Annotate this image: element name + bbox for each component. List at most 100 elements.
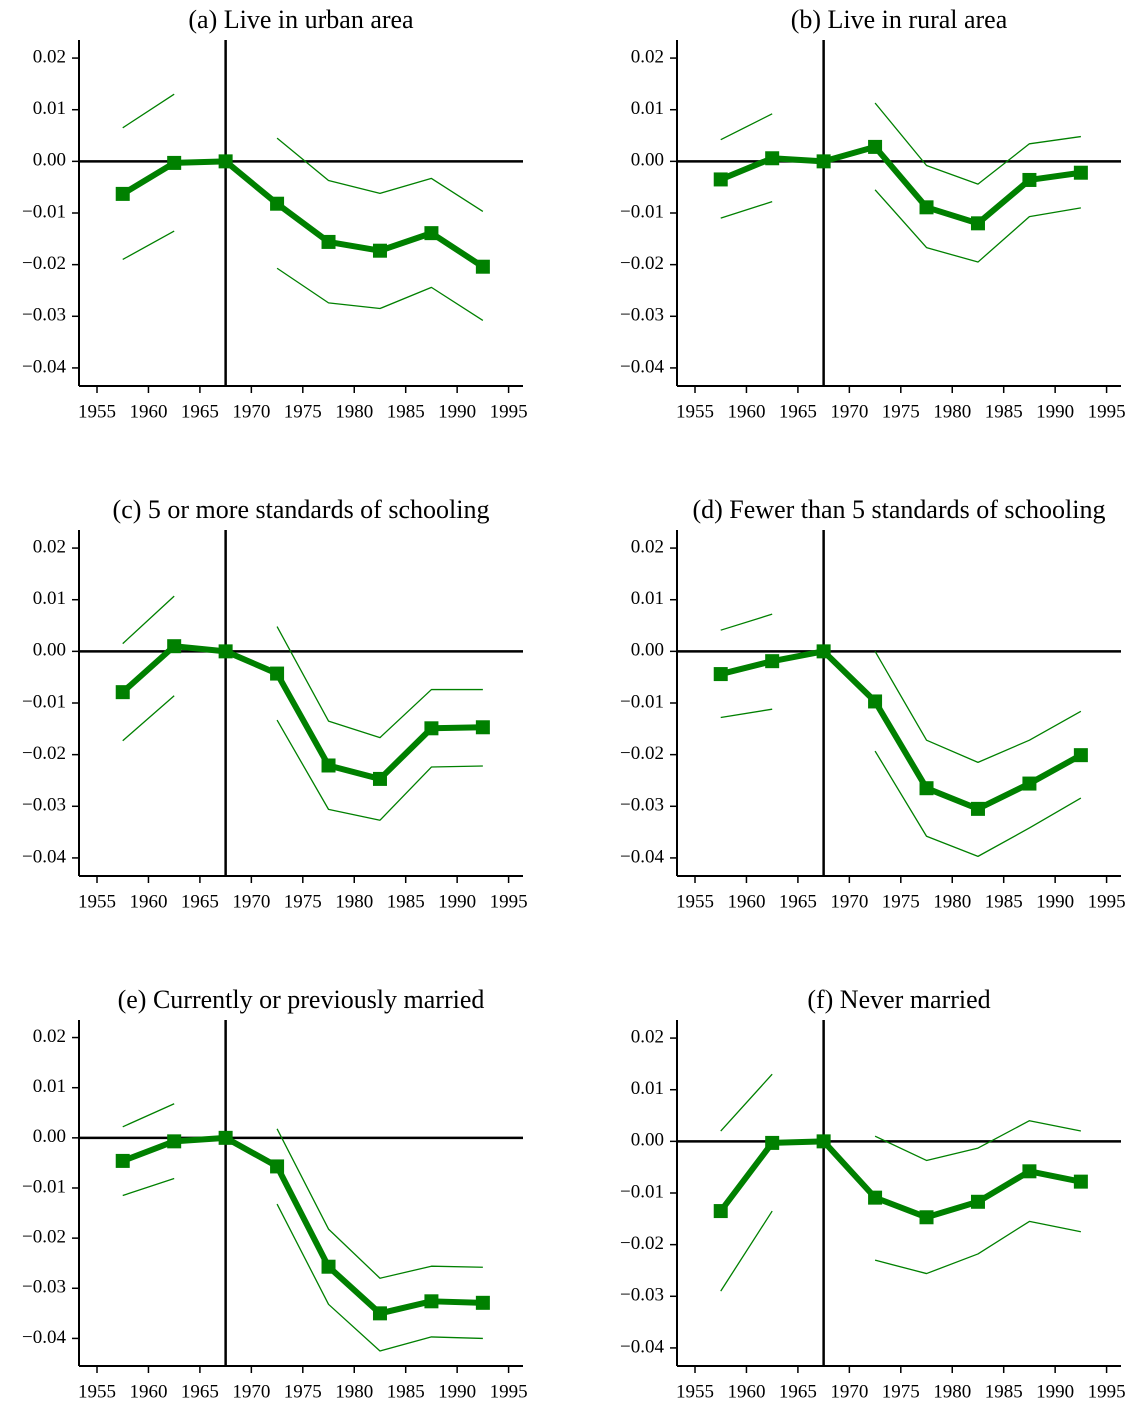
series-line bbox=[120, 643, 483, 782]
chart-title: (d) Fewer than 5 standards of schooling bbox=[692, 495, 1105, 524]
marker bbox=[765, 654, 780, 669]
marker bbox=[218, 154, 233, 169]
marker bbox=[1022, 172, 1037, 187]
y-tick-label: 0.00 bbox=[33, 150, 66, 171]
marker bbox=[270, 1159, 285, 1174]
x-tick-label: 1970 bbox=[830, 891, 868, 912]
x-tick-label: 1975 bbox=[284, 1381, 322, 1402]
y-tick-label: 0.00 bbox=[631, 150, 664, 171]
y-tick-label: −0.03 bbox=[22, 1277, 66, 1298]
x-tick-label: 1995 bbox=[1088, 401, 1126, 422]
x-tick-label: 1970 bbox=[830, 401, 868, 422]
y-tick-label: 0.01 bbox=[33, 1076, 66, 1097]
y-tick-label: −0.04 bbox=[620, 1336, 664, 1357]
marker bbox=[868, 694, 883, 709]
x-tick-label: 1960 bbox=[129, 1381, 167, 1402]
x-tick-label: 1965 bbox=[181, 1381, 219, 1402]
x-tick-label: 1990 bbox=[1036, 891, 1074, 912]
series-line bbox=[121, 158, 485, 270]
x-tick-label: 1965 bbox=[779, 1381, 817, 1402]
y-tick-label: −0.03 bbox=[620, 795, 664, 816]
marker bbox=[115, 1153, 130, 1168]
marker bbox=[868, 1190, 883, 1205]
y-tick-label: 0.00 bbox=[631, 640, 664, 661]
x-tick-label: 1970 bbox=[830, 1381, 868, 1402]
y-tick-label: 0.02 bbox=[631, 536, 664, 557]
marker bbox=[372, 243, 387, 258]
marker bbox=[372, 1306, 387, 1321]
marker bbox=[765, 1135, 780, 1150]
y-tick-label: 0.01 bbox=[631, 98, 664, 119]
series-line bbox=[720, 1073, 1081, 1162]
marker bbox=[919, 781, 934, 796]
y-tick-label: −0.04 bbox=[620, 356, 664, 377]
y-tick-label: −0.01 bbox=[620, 691, 664, 712]
x-tick-label: 1985 bbox=[387, 401, 425, 422]
y-tick-label: 0.02 bbox=[33, 536, 66, 557]
series-line bbox=[122, 1177, 483, 1352]
marker bbox=[167, 155, 182, 170]
y-tick-label: 0.01 bbox=[33, 588, 66, 609]
marker bbox=[816, 1134, 831, 1149]
y-tick-label: 0.00 bbox=[33, 640, 66, 661]
x-tick-label: 1955 bbox=[676, 401, 714, 422]
x-tick-label: 1960 bbox=[129, 401, 167, 422]
y-tick-label: 0.02 bbox=[631, 46, 664, 67]
x-tick-label: 1995 bbox=[1088, 891, 1126, 912]
x-tick-label: 1960 bbox=[129, 891, 167, 912]
marker bbox=[816, 644, 831, 659]
marker bbox=[270, 196, 285, 211]
series-line bbox=[720, 102, 1081, 185]
marker bbox=[713, 667, 728, 682]
x-tick-label: 1955 bbox=[676, 1381, 714, 1402]
x-tick-label: 1990 bbox=[1036, 401, 1074, 422]
marker bbox=[372, 771, 387, 786]
marker bbox=[919, 200, 934, 215]
x-tick-label: 1970 bbox=[232, 401, 270, 422]
x-tick-label: 1955 bbox=[78, 891, 116, 912]
y-tick-label: 0.01 bbox=[33, 98, 66, 119]
x-tick-label: 1980 bbox=[933, 891, 971, 912]
marker bbox=[475, 1295, 490, 1310]
series-line bbox=[122, 230, 484, 321]
marker bbox=[816, 154, 831, 169]
y-tick-label: −0.04 bbox=[22, 1327, 66, 1348]
marker bbox=[1022, 776, 1037, 791]
marker bbox=[970, 1194, 985, 1209]
marker bbox=[970, 801, 985, 816]
series-line bbox=[719, 143, 1082, 227]
x-tick-label: 1985 bbox=[985, 401, 1023, 422]
x-tick-label: 1985 bbox=[985, 891, 1023, 912]
x-tick-label: 1965 bbox=[779, 401, 817, 422]
y-tick-label: 0.01 bbox=[631, 588, 664, 609]
marker bbox=[167, 639, 182, 654]
y-tick-label: 0.00 bbox=[631, 1130, 664, 1151]
y-tick-label: 0.02 bbox=[631, 1026, 664, 1047]
y-tick-label: −0.04 bbox=[620, 846, 664, 867]
chart-title: (a) Live in urban area bbox=[188, 5, 414, 34]
x-tick-label: 1975 bbox=[882, 891, 920, 912]
series-line bbox=[121, 1134, 483, 1317]
marker bbox=[1073, 165, 1088, 180]
marker bbox=[765, 151, 780, 166]
y-tick-label: −0.02 bbox=[620, 743, 664, 764]
y-tick-label: −0.01 bbox=[620, 201, 664, 222]
y-tick-label: 0.02 bbox=[33, 46, 66, 67]
x-tick-label: 1955 bbox=[676, 891, 714, 912]
marker bbox=[321, 234, 336, 249]
series-line bbox=[720, 708, 1082, 858]
y-tick-label: −0.03 bbox=[620, 305, 664, 326]
marker bbox=[970, 216, 985, 231]
y-tick-label: −0.01 bbox=[620, 1181, 664, 1202]
x-tick-label: 1990 bbox=[438, 401, 476, 422]
x-tick-label: 1960 bbox=[727, 1381, 765, 1402]
marker bbox=[218, 644, 233, 659]
series-line bbox=[720, 613, 1082, 764]
y-tick-label: −0.03 bbox=[22, 305, 66, 326]
series-line bbox=[720, 189, 1081, 263]
x-tick-label: 1990 bbox=[438, 891, 476, 912]
marker bbox=[1073, 748, 1088, 763]
x-tick-label: 1970 bbox=[232, 891, 270, 912]
marker bbox=[115, 186, 130, 201]
